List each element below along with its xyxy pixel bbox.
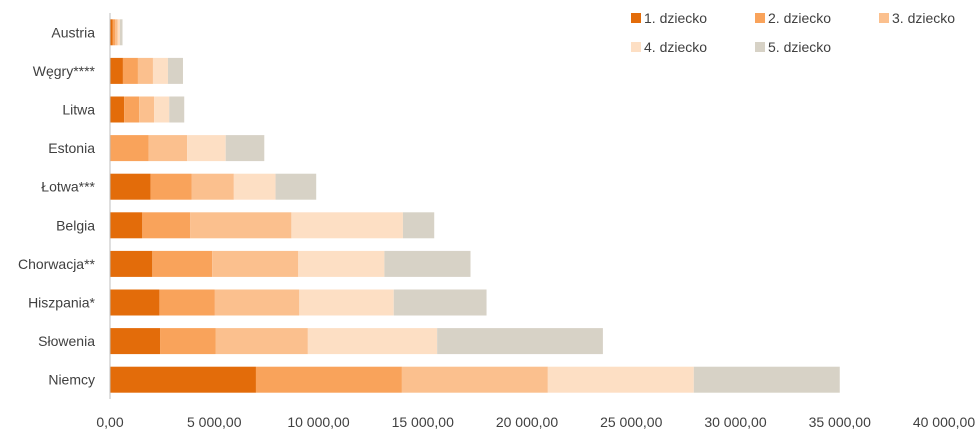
chart-legend: 1. dziecko 2. dziecko 3. dziecko 4. dziecko… (631, 10, 955, 55)
legend-swatch (755, 13, 765, 23)
bar-segment-3 (190, 212, 292, 239)
x-tick-label: 35 000,00 (809, 414, 871, 430)
y-tick-label: Estonia (48, 140, 95, 156)
x-tick-label: 20 000,00 (496, 414, 558, 430)
bar-segment-4 (117, 19, 121, 46)
bar-segment-2 (159, 289, 215, 316)
bar-segment-3 (191, 173, 234, 200)
bar-segment-5 (693, 366, 840, 393)
x-tick-label: 40 000,00 (913, 414, 975, 430)
bar-segment-5 (384, 250, 471, 277)
bar-segment-1 (110, 19, 113, 46)
bar-segment-1 (110, 96, 125, 123)
bar-segment-4 (152, 57, 168, 84)
bar-segment-2 (124, 96, 140, 123)
bar-segment-4 (233, 173, 276, 200)
bar-segment-2 (152, 250, 213, 277)
bar-segment-5 (167, 57, 183, 84)
bar-segment-4 (547, 366, 694, 393)
y-tick-label: Hiszpania* (28, 295, 95, 311)
x-tick-label: 10 000,00 (287, 414, 349, 430)
bar-segment-2 (150, 173, 192, 200)
bar-segment-5 (393, 289, 487, 316)
y-tick-label: Niemcy (48, 372, 95, 388)
chart-bars (110, 19, 840, 393)
bar-segment-1 (110, 57, 123, 84)
bar-segment-3 (214, 289, 300, 316)
bar-segment-5 (402, 212, 435, 239)
bar-segment-2 (160, 328, 216, 355)
legend-label: 4. dziecko (644, 39, 707, 55)
bar-segment-2 (142, 212, 191, 239)
x-axis-tick-labels: 0,00 5 000,00 10 000,00 15 000,00 20 000,00 2… (96, 414, 975, 430)
y-tick-label: Litwa (62, 102, 95, 118)
bar-segment-1 (110, 289, 160, 316)
bar-segment-5 (169, 96, 185, 123)
y-tick-label: Łotwa*** (41, 179, 95, 195)
bar-segment-3 (401, 366, 548, 393)
legend-item: 2. dziecko (755, 10, 831, 26)
bar-segment-4 (187, 135, 226, 162)
x-tick-label: 30 000,00 (704, 414, 766, 430)
bar-segment-1 (110, 212, 143, 239)
x-tick-label: 0,00 (96, 414, 123, 430)
bar-segment-2 (112, 19, 116, 46)
legend-label: 1. dziecko (644, 10, 707, 26)
y-tick-label: Austria (51, 24, 95, 40)
bar-segment-3 (215, 328, 308, 355)
bar-segment-1 (110, 250, 153, 277)
legend-swatch (755, 42, 765, 52)
legend-item: 1. dziecko (631, 10, 707, 26)
bar-segment-1 (110, 328, 161, 355)
bar-segment-2 (110, 135, 149, 162)
y-tick-label: Chorwacja** (18, 256, 96, 272)
bar-segment-5 (225, 135, 265, 162)
bar-segment-1 (110, 366, 256, 393)
x-tick-label: 25 000,00 (600, 414, 662, 430)
legend-label: 3. dziecko (892, 10, 955, 26)
x-tick-label: 15 000,00 (392, 414, 454, 430)
x-tick-label: 5 000,00 (187, 414, 242, 430)
bar-segment-4 (298, 250, 385, 277)
bar-segment-3 (115, 19, 118, 46)
legend-swatch (879, 13, 889, 23)
legend-item: 4. dziecko (631, 39, 707, 55)
bar-segment-3 (137, 57, 153, 84)
legend-label: 5. dziecko (768, 39, 831, 55)
legend-label: 2. dziecko (768, 10, 831, 26)
bar-segment-3 (212, 250, 299, 277)
bar-segment-2 (122, 57, 138, 84)
legend-item: 3. dziecko (879, 10, 955, 26)
bar-segment-1 (110, 173, 151, 200)
bar-segment-4 (291, 212, 403, 239)
bar-segment-4 (299, 289, 394, 316)
bar-segment-5 (120, 19, 123, 46)
bar-segment-3 (139, 96, 155, 123)
bar-segment-3 (148, 135, 188, 162)
legend-swatch (631, 42, 641, 52)
y-tick-label: Belgia (56, 217, 95, 233)
bar-segment-4 (307, 328, 438, 355)
bar-segment-4 (154, 96, 170, 123)
bar-segment-5 (275, 173, 317, 200)
bar-segment-5 (437, 328, 603, 355)
y-axis-labels: Austria Węgry**** Litwa Estonia Łotwa*** Belg… (18, 24, 96, 387)
legend-item: 5. dziecko (755, 39, 831, 55)
legend-swatch (631, 13, 641, 23)
y-tick-label: Węgry**** (33, 63, 96, 79)
bar-segment-2 (255, 366, 402, 393)
y-tick-label: Słowenia (38, 333, 95, 349)
